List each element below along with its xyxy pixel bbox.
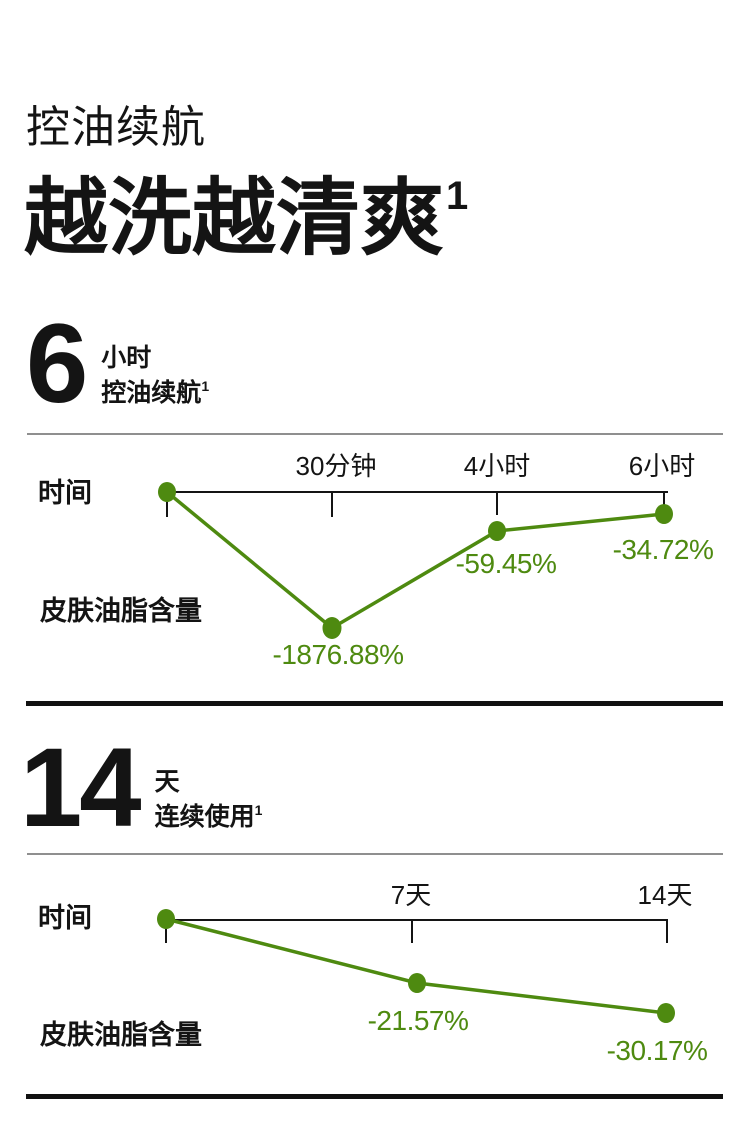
chart2-value-label-7d: -21.57%: [367, 1005, 469, 1036]
chart2-x-axis-label: 时间: [38, 903, 92, 933]
chart1-x-axis-label: 时间: [38, 478, 92, 508]
stat-value-14d: 14: [20, 725, 142, 850]
chart2-y-axis-label: 皮肤油脂含量: [40, 1020, 202, 1050]
stat-desc-sup-14d: 1: [254, 801, 263, 818]
chart1-value-label-6h: -34.72%: [612, 534, 714, 565]
chart2-point-7d: [408, 973, 426, 993]
stat-desc-14d: 连续使用1: [155, 802, 263, 832]
chart1-tick-label-6h: 6小时: [628, 451, 696, 481]
chart1-tick-label-30min: 30分钟: [295, 451, 377, 481]
stat-side-6h: 小时 控油续航1: [101, 344, 209, 408]
chart1-point-start: [158, 482, 176, 502]
chart2-tick-label-7d: 7天: [390, 880, 432, 910]
chart2-tick-label-14d: 14天: [637, 880, 693, 910]
chart1-y-axis-label: 皮肤油脂含量: [40, 596, 202, 626]
stat-block-6h: 6 小时 控油续航1: [26, 301, 209, 426]
eyebrow-text: 控油续航: [26, 103, 206, 152]
stat-value-6h: 6: [26, 301, 88, 426]
chart1-point-4h: [488, 521, 506, 541]
chart2-series-line: [165, 917, 667, 1015]
chart-6h: [158, 482, 673, 639]
page-title-text: 越洗越清爽: [24, 171, 445, 265]
chart1-series-line: [165, 490, 665, 631]
chart1-value-label-30min: -1876.88%: [272, 639, 404, 670]
stat-desc-text-14d: 连续使用: [154, 802, 255, 831]
stat-unit-6h: 小时: [101, 344, 152, 372]
chart1-value-label-4h: -59.45%: [455, 548, 557, 579]
chart1-point-30min: [322, 617, 342, 639]
title-superscript: 1: [446, 174, 469, 218]
divider-thick-after-chart1: [26, 701, 723, 706]
stat-desc-sup-6h: 1: [201, 377, 210, 394]
chart1-point-6h: [655, 504, 673, 524]
chart2-point-start: [157, 909, 175, 929]
chart-14d: [157, 909, 675, 1023]
chart2-point-14d: [657, 1003, 675, 1023]
divider-thick-after-chart2: [26, 1094, 723, 1099]
page-title: 越洗越清爽1: [24, 176, 468, 260]
chart1-tick-label-4h: 4小时: [463, 451, 531, 481]
divider-thin-top-chart2: [27, 853, 723, 855]
divider-thin-top-chart1: [27, 433, 723, 435]
stat-unit-14d: 天: [154, 768, 180, 796]
stat-desc-6h: 控油续航1: [101, 378, 209, 408]
chart2-value-label-14d: -30.17%: [606, 1035, 708, 1066]
stat-desc-text-6h: 控油续航: [101, 378, 202, 407]
stat-side-14d: 天 连续使用1: [155, 768, 263, 832]
stat-block-14d: 14 天 连续使用1: [20, 725, 263, 850]
